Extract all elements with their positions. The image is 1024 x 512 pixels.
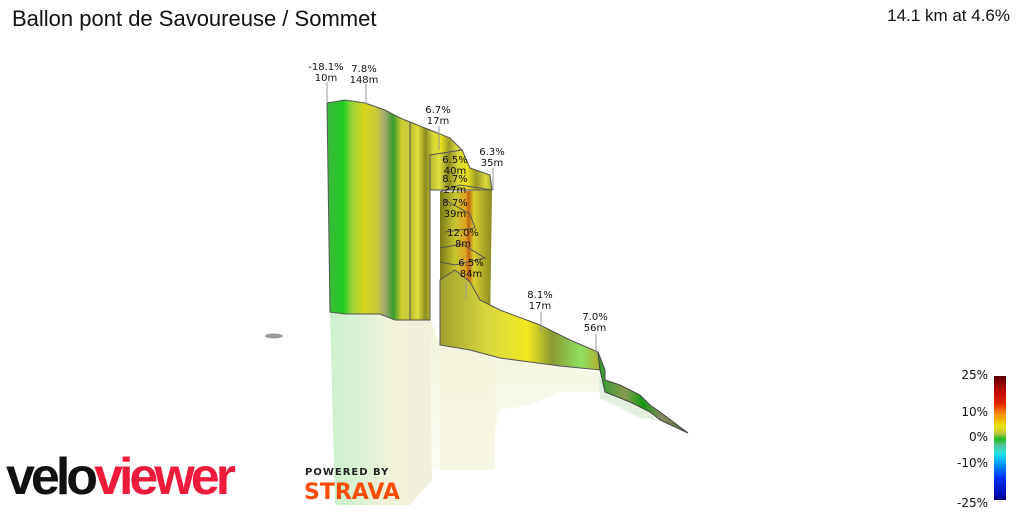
legend-tick: 0% <box>968 430 988 444</box>
logo-velo-text: velo <box>6 448 98 506</box>
legend-tick: 10% <box>961 405 988 419</box>
annotation-gradient: 6.5% <box>442 155 467 166</box>
annotation-gradient: 12.0% <box>447 228 479 239</box>
annotation-length: 148m <box>350 75 379 86</box>
annotation-length: 39m <box>444 209 466 220</box>
veloviewer-logo[interactable]: veloviewer <box>6 448 236 506</box>
annotation-length: 17m <box>427 116 449 127</box>
legend-tick: 25% <box>961 368 988 382</box>
strava-logo[interactable]: STRAVA <box>304 480 400 505</box>
profile-segment-tail <box>597 351 689 434</box>
annotation-gradient: 6.7% <box>425 105 450 116</box>
annotation-gradient: -18.1% <box>308 62 343 73</box>
annotation-gradient: 7.8% <box>351 64 376 75</box>
annotation-length: 35m <box>481 158 503 169</box>
climb-summary: 14.1 km at 4.6% <box>887 6 1010 25</box>
legend-color-bar <box>994 376 1006 500</box>
gradient-color-legend: 25% 10% 0% -10% -25% <box>948 368 1018 510</box>
annotation-leaders <box>326 82 597 354</box>
annotation-gradient: 8.7% <box>442 174 467 185</box>
annotation-gradient: 7.0% <box>582 312 607 323</box>
annotation-length: 17m <box>529 301 551 312</box>
legend-tick: -10% <box>956 456 988 470</box>
profile-segment-bend-1 <box>429 149 493 191</box>
annotation-length: 8m <box>455 239 471 250</box>
annotation-gradient: 8.7% <box>442 198 467 209</box>
annotation-length: 27m <box>444 185 466 196</box>
annotation-length: 40m <box>444 166 466 177</box>
legend-tick: -25% <box>956 496 988 510</box>
annotation-gradient: 8.1% <box>527 290 552 301</box>
annotation-length: 56m <box>584 323 606 334</box>
annotation-gradient: 6.5% <box>458 258 483 269</box>
powered-by-label: POWERED BY <box>305 467 390 478</box>
start-marker <box>265 333 283 339</box>
annotation-length: 10m <box>315 73 337 84</box>
annotation-length: 84m <box>460 269 482 280</box>
gradient-annotations: -18.1% 10m 7.8% 148m 6.7% 17m 6.5% 40m 6… <box>308 62 607 334</box>
logo-viewer-text: viewer <box>94 448 236 506</box>
page-title: Ballon pont de Savoureuse / Sommet <box>12 6 377 31</box>
profile-segment-start <box>326 99 411 321</box>
annotation-gradient: 6.3% <box>479 147 504 158</box>
profile-reflection <box>330 312 655 505</box>
